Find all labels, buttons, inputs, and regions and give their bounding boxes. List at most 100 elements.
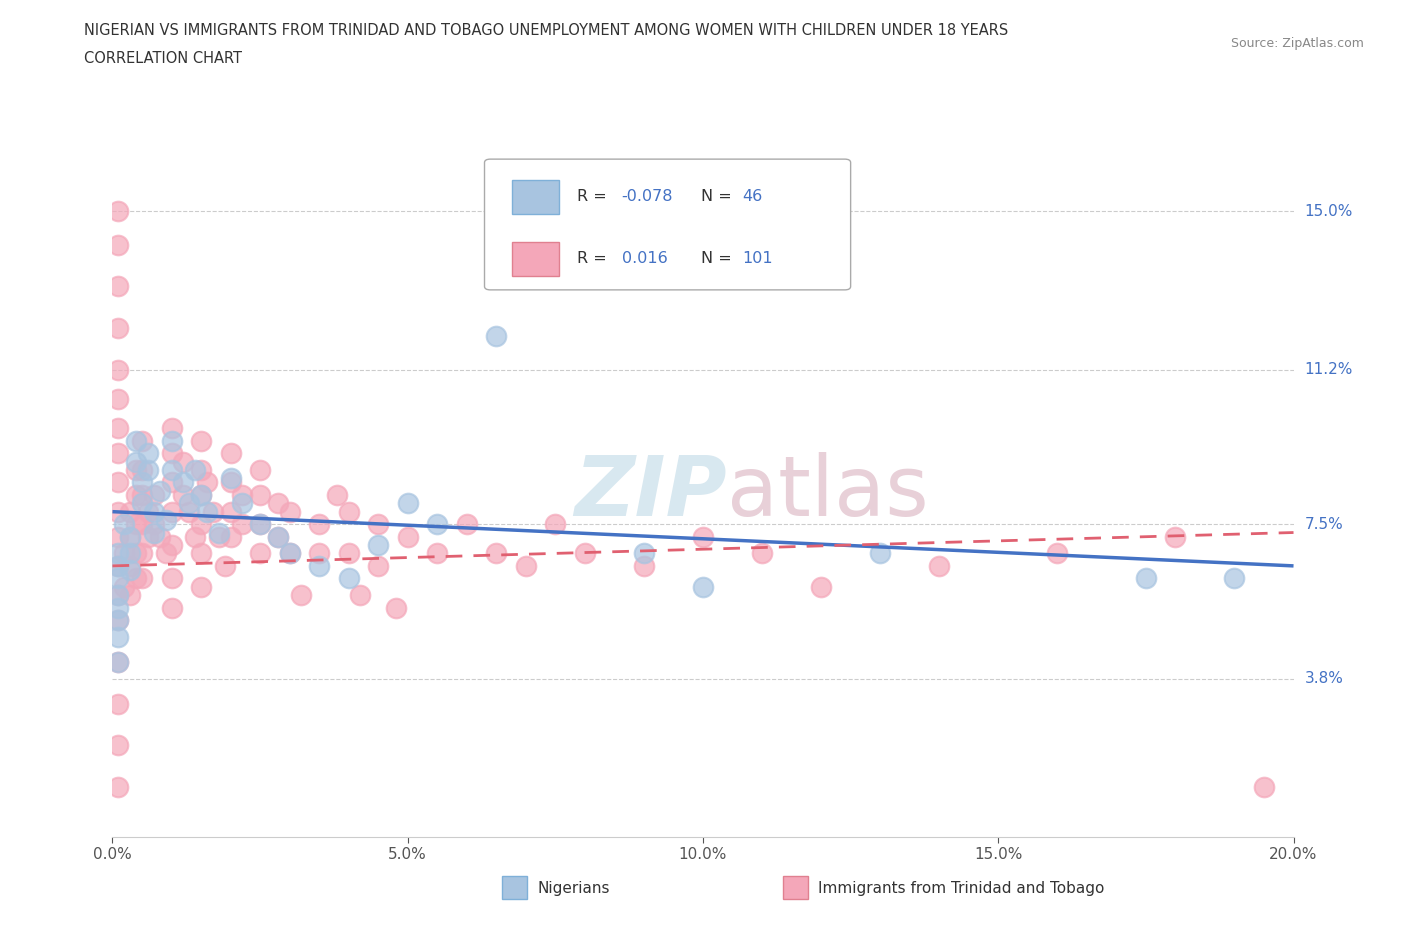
Point <box>190 546 212 561</box>
Point <box>249 487 271 502</box>
Point <box>120 504 142 519</box>
Point <box>131 475 153 490</box>
Point <box>120 546 142 561</box>
Point <box>190 579 212 594</box>
Point <box>278 546 301 561</box>
Point <box>107 204 129 219</box>
Point <box>136 529 159 544</box>
Text: Source: ZipAtlas.com: Source: ZipAtlas.com <box>1230 37 1364 50</box>
Point <box>107 600 129 615</box>
Point <box>125 571 148 586</box>
Point <box>208 525 231 540</box>
Point <box>195 475 218 490</box>
Point <box>267 529 290 544</box>
Point <box>160 600 183 615</box>
Text: R =: R = <box>576 251 612 266</box>
Text: CORRELATION CHART: CORRELATION CHART <box>84 51 242 66</box>
Point <box>107 630 129 644</box>
Text: 7.5%: 7.5% <box>1305 517 1343 532</box>
Point <box>136 504 159 519</box>
Point <box>107 571 129 586</box>
Point <box>107 588 129 603</box>
Point <box>367 538 389 552</box>
Point <box>208 529 231 544</box>
Point <box>107 529 129 544</box>
Point <box>190 462 212 477</box>
Point <box>107 655 129 670</box>
Point <box>125 454 148 469</box>
Point <box>142 525 165 540</box>
Point <box>190 487 212 502</box>
Point <box>112 517 135 532</box>
Point <box>810 579 832 594</box>
Point <box>278 504 301 519</box>
Point <box>120 529 142 544</box>
Point <box>120 558 142 573</box>
Point <box>179 504 201 519</box>
Point <box>367 558 389 573</box>
Point <box>136 445 159 460</box>
Point <box>219 475 242 490</box>
Point <box>869 546 891 561</box>
Point <box>107 475 129 490</box>
Point <box>155 546 177 561</box>
Point <box>633 546 655 561</box>
Point <box>107 613 129 628</box>
Text: Nigerians: Nigerians <box>537 881 610 896</box>
Point <box>249 546 271 561</box>
Text: -0.078: -0.078 <box>621 190 673 205</box>
Point <box>249 462 271 477</box>
Point <box>131 462 153 477</box>
Point <box>544 517 567 532</box>
Point <box>160 504 183 519</box>
Point <box>120 529 142 544</box>
Point <box>195 504 218 519</box>
Point <box>107 392 129 406</box>
Point <box>107 546 129 561</box>
Point <box>107 237 129 252</box>
Point <box>131 487 153 502</box>
Point <box>107 363 129 378</box>
Point <box>396 496 419 511</box>
Point <box>219 529 242 544</box>
Point <box>278 546 301 561</box>
Point <box>107 420 129 435</box>
Point <box>107 504 129 519</box>
Text: N =: N = <box>700 251 737 266</box>
Text: Immigrants from Trinidad and Tobago: Immigrants from Trinidad and Tobago <box>818 881 1105 896</box>
Point <box>125 462 148 477</box>
Point <box>201 504 224 519</box>
Bar <box>512 242 560 276</box>
Point <box>308 558 330 573</box>
Point <box>308 517 330 532</box>
Text: ZIP: ZIP <box>574 452 727 534</box>
Point <box>308 546 330 561</box>
Point <box>349 588 371 603</box>
Point <box>326 487 349 502</box>
Point <box>149 529 172 544</box>
Text: 46: 46 <box>742 190 762 205</box>
Text: N =: N = <box>700 190 737 205</box>
Point <box>120 588 142 603</box>
Point <box>172 454 194 469</box>
Point <box>633 558 655 573</box>
Point <box>107 655 129 670</box>
Point <box>172 475 194 490</box>
Point <box>337 504 360 519</box>
Point <box>231 496 253 511</box>
Point <box>751 546 773 561</box>
FancyBboxPatch shape <box>485 159 851 290</box>
Point <box>214 558 236 573</box>
Point <box>928 558 950 573</box>
Point <box>125 517 148 532</box>
Point <box>267 496 290 511</box>
Point <box>249 517 271 532</box>
Text: NIGERIAN VS IMMIGRANTS FROM TRINIDAD AND TOBAGO UNEMPLOYMENT AMONG WOMEN WITH CH: NIGERIAN VS IMMIGRANTS FROM TRINIDAD AND… <box>84 23 1008 38</box>
Point <box>290 588 312 603</box>
Point <box>107 779 129 794</box>
Point <box>112 546 135 561</box>
Point <box>107 445 129 460</box>
Text: R =: R = <box>576 190 612 205</box>
Text: 0.016: 0.016 <box>621 251 668 266</box>
Point <box>120 563 142 578</box>
